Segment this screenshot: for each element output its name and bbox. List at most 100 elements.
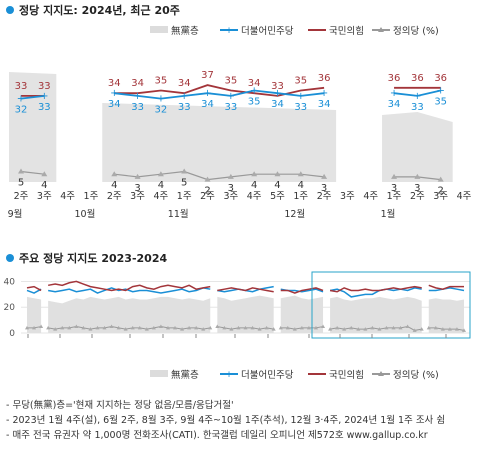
point-marker-jp <box>313 325 318 330</box>
legend-label-ppp: 국민의힘 <box>329 370 364 381</box>
legend-label-jp: 정의당 (%) <box>393 26 439 37</box>
data-label-ppp: 36 <box>388 73 401 84</box>
data-label-jp: 5 <box>181 178 187 189</box>
point-marker-jp <box>208 325 213 330</box>
x-tick-label: 1주 <box>387 191 402 202</box>
x-tick-label: 4주 <box>363 191 378 202</box>
point-marker-jp <box>25 325 29 330</box>
point-marker-jp <box>215 324 220 329</box>
point-marker-jp <box>18 168 24 174</box>
title-bullet-icon <box>6 254 14 262</box>
point-marker-jp <box>278 325 283 330</box>
series-line-ppp <box>114 84 325 97</box>
x-tick-label: 2주 <box>317 191 332 202</box>
data-label-dp: 34 <box>271 99 284 110</box>
nonparty-area <box>428 298 464 333</box>
point-marker-jp <box>74 324 79 329</box>
point-marker-jp <box>111 171 118 177</box>
data-label-jp: 2 <box>437 186 443 197</box>
point-marker-jp <box>440 327 445 331</box>
point-marker-jp <box>342 327 347 331</box>
data-label-jp: 4 <box>298 180 304 191</box>
legend-label-ppp: 국민의힘 <box>329 26 364 37</box>
legend-marker-dp: + <box>225 26 233 36</box>
nonparty-area <box>27 296 42 333</box>
data-label-dp: 34 <box>201 99 214 110</box>
point-marker-jp <box>158 324 163 329</box>
data-label-dp: 35 <box>248 97 261 108</box>
series-line-dp <box>20 95 45 100</box>
point-marker-jp <box>447 327 452 331</box>
point-marker-jp <box>180 327 185 331</box>
series-line-jp <box>20 170 45 175</box>
nonparty-area <box>330 296 422 333</box>
point-marker-jp <box>151 325 156 330</box>
data-label-ppp: 36 <box>434 73 447 84</box>
x-tick-label: 1주 <box>177 191 192 202</box>
x-tick-label: 5주 <box>270 191 285 202</box>
point-marker-dp: + <box>273 88 281 99</box>
month-label: 10월 <box>75 208 96 220</box>
point-marker-jp <box>292 327 297 331</box>
point-marker-jp <box>274 171 281 177</box>
point-marker-jp <box>95 325 100 330</box>
series-line-dp <box>393 89 441 97</box>
chart2-plot: 0 20 40 <box>4 271 471 339</box>
point-marker-jp <box>194 325 199 330</box>
point-marker-jp <box>257 327 262 331</box>
nonparty-band <box>382 112 453 182</box>
series-line-ppp <box>280 287 324 294</box>
point-marker-jp <box>137 325 142 330</box>
legend-label-dp: 더불어민주당 <box>241 370 294 381</box>
data-label-jp: 3 <box>134 183 140 194</box>
data-label-jp: 4 <box>41 180 47 191</box>
point-marker-jp <box>243 325 248 330</box>
point-marker-jp <box>321 324 326 329</box>
recent-weeks-highlight <box>311 271 471 339</box>
point-marker-jp <box>229 327 234 331</box>
point-marker-jp <box>222 325 227 330</box>
month-label: 12월 <box>284 208 305 220</box>
data-label-ppp: 33 <box>271 81 284 92</box>
data-label-ppp: 35 <box>155 76 168 87</box>
point-marker-dp: + <box>227 91 235 102</box>
x-tick-label: 3주 <box>223 191 238 202</box>
data-label-ppp: 34 <box>248 78 261 89</box>
x-tick-label: 1주 <box>293 191 308 202</box>
legend-label-dp: 더불어민주당 <box>241 26 294 37</box>
x-tick-label: 3주 <box>433 191 448 202</box>
point-marker-jp <box>363 327 368 331</box>
point-marker-jp <box>297 171 304 177</box>
point-marker-jp <box>251 171 258 177</box>
point-marker-jp <box>109 324 114 329</box>
data-label-dp: 32 <box>155 105 168 116</box>
data-label-dp: 33 <box>224 102 237 113</box>
data-label-jp: 4 <box>158 180 164 191</box>
title-bullet-icon <box>6 6 14 14</box>
series-line-dp <box>48 287 211 294</box>
point-marker-jp <box>437 176 444 182</box>
month-label: 9월 <box>8 208 23 220</box>
series-line-ppp <box>26 285 42 292</box>
series-line-ppp <box>428 284 464 290</box>
data-label-dp: 33 <box>38 102 51 113</box>
point-marker-jp <box>377 327 382 331</box>
data-label-dp: 35 <box>434 97 447 108</box>
data-label-dp: 34 <box>108 99 121 110</box>
legend-label-nonparty: 無黨층 <box>171 25 199 37</box>
chart2-title: 주요 정당 지지도 2023-2024 <box>19 251 167 265</box>
data-label-ppp: 36 <box>318 73 331 84</box>
point-marker-jp <box>187 325 192 330</box>
point-marker-jp <box>433 325 438 330</box>
point-marker-jp <box>102 325 107 330</box>
data-label-jp: 5 <box>18 178 24 189</box>
chart2: 주요 정당 지지도 2023-2024 0 20 40 無黨층 + 더불어민주당 국민의힘… <box>4 251 471 381</box>
series-line-ppp <box>217 287 274 293</box>
point-marker-jp <box>32 325 37 330</box>
footnote-1: - 무당(無黨)층='현재 지지하는 정당 없음/모름/응답거절' <box>6 400 234 411</box>
point-marker-jp <box>285 325 290 330</box>
point-marker-dp: + <box>436 86 444 97</box>
series-line-dp <box>329 287 422 298</box>
point-marker-jp <box>88 327 93 331</box>
